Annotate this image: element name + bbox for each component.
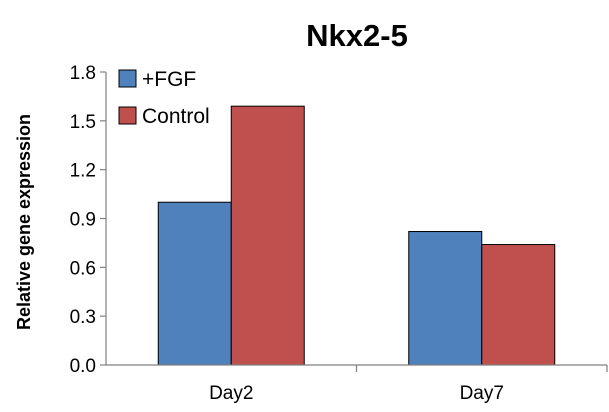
- bars: [157, 105, 556, 366]
- bar-control-day7: [481, 244, 556, 366]
- chart-title: Nkx2-5: [306, 18, 408, 53]
- y-axis-label: Relative gene expression: [14, 114, 34, 330]
- legend-label: +FGF: [142, 68, 196, 91]
- axes: [100, 71, 608, 372]
- y-tick-label: 0.0: [70, 356, 96, 377]
- bar-control-day2: [230, 105, 305, 366]
- bar-fgf-day2: [157, 201, 232, 366]
- y-tick-label: 1.2: [70, 161, 96, 182]
- y-tick-label: 1.8: [70, 63, 96, 84]
- bar-fgf-day7: [408, 231, 483, 366]
- y-tick-labels: 0.0 0.3 0.6 0.9 1.2 1.5 1.8: [70, 63, 96, 377]
- legend-swatch: [118, 69, 137, 88]
- legend-swatch: [118, 106, 137, 125]
- x-tick-label: Day7: [460, 383, 504, 404]
- legend: +FGF Control: [118, 68, 210, 128]
- x-tick-labels: Day2 Day7: [209, 383, 504, 404]
- y-tick-label: 0.3: [70, 307, 96, 328]
- legend-label: Control: [142, 105, 210, 128]
- y-tick-label: 1.5: [70, 112, 96, 133]
- y-tick-label: 0.9: [70, 210, 96, 231]
- x-tick-label: Day2: [209, 383, 253, 404]
- y-tick-label: 0.6: [70, 258, 96, 279]
